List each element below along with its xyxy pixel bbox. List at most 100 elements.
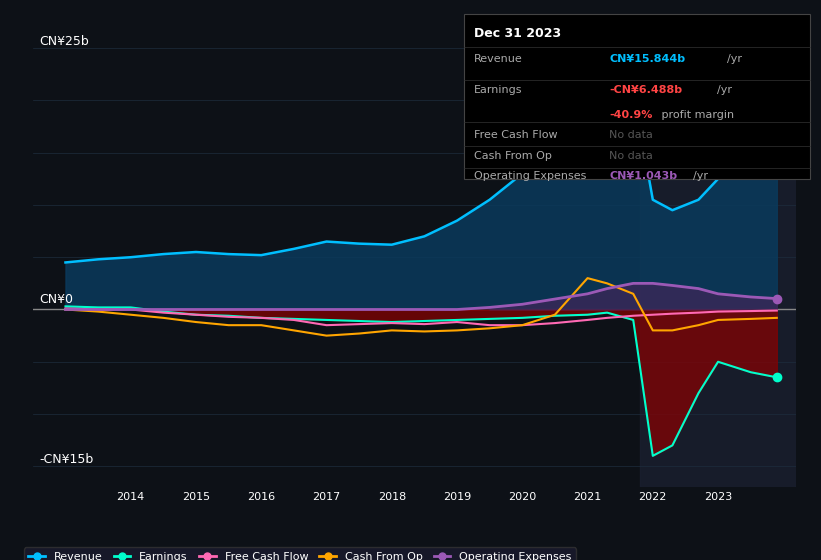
Operating Expenses <box>387 306 397 313</box>
Revenue <box>772 141 782 147</box>
Operating Expenses <box>713 291 723 297</box>
Free Cash Flow <box>628 312 638 319</box>
Line: Operating Expenses: Operating Expenses <box>66 283 777 310</box>
Earnings <box>648 452 658 459</box>
Text: Cash From Op: Cash From Op <box>475 151 553 161</box>
Earnings <box>628 316 638 323</box>
Text: -40.9%: -40.9% <box>609 110 653 120</box>
Cash From Op <box>387 327 397 334</box>
Earnings <box>126 304 135 311</box>
Free Cash Flow <box>667 310 677 317</box>
Text: No data: No data <box>609 151 654 161</box>
Free Cash Flow <box>126 306 135 313</box>
Free Cash Flow <box>745 307 755 314</box>
Free Cash Flow <box>354 321 364 328</box>
Operating Expenses <box>452 306 462 313</box>
Text: Dec 31 2023: Dec 31 2023 <box>475 27 562 40</box>
Text: Free Cash Flow: Free Cash Flow <box>475 130 558 139</box>
Revenue <box>602 71 612 78</box>
Free Cash Flow <box>158 309 168 316</box>
Cash From Op <box>713 316 723 323</box>
Free Cash Flow <box>602 315 612 321</box>
Earnings <box>713 358 723 365</box>
Operating Expenses <box>550 296 560 302</box>
Earnings <box>322 316 332 323</box>
Operating Expenses <box>628 280 638 287</box>
Text: Revenue: Revenue <box>475 54 523 64</box>
Cash From Op <box>602 280 612 287</box>
Text: -CN¥15b: -CN¥15b <box>39 453 94 466</box>
Operating Expenses <box>772 295 782 302</box>
Earnings <box>61 303 71 310</box>
Earnings <box>223 312 233 319</box>
Cash From Op <box>583 275 593 282</box>
Operating Expenses <box>126 306 135 313</box>
Text: CN¥0: CN¥0 <box>39 293 73 306</box>
Revenue <box>158 251 168 258</box>
Operating Expenses <box>322 306 332 313</box>
Free Cash Flow <box>452 319 462 325</box>
Earnings <box>602 309 612 316</box>
Bar <box>640 17 796 487</box>
Operating Expenses <box>223 306 233 313</box>
Operating Expenses <box>61 306 71 313</box>
Earnings <box>354 318 364 324</box>
Cash From Op <box>628 291 638 297</box>
Text: -CN¥6.488b: -CN¥6.488b <box>609 85 682 95</box>
Operating Expenses <box>289 306 299 313</box>
Earnings <box>517 315 527 321</box>
Cash From Op <box>93 308 103 315</box>
Earnings <box>158 308 168 315</box>
Text: /yr: /yr <box>727 54 742 64</box>
Operating Expenses <box>256 306 266 313</box>
Revenue <box>322 238 332 245</box>
Free Cash Flow <box>420 321 429 328</box>
Free Cash Flow <box>694 309 704 316</box>
Free Cash Flow <box>772 307 782 314</box>
Text: CN¥1.043b: CN¥1.043b <box>609 171 677 181</box>
Operating Expenses <box>667 282 677 289</box>
Cash From Op <box>256 322 266 329</box>
Cash From Op <box>223 322 233 329</box>
Cash From Op <box>289 327 299 334</box>
Revenue <box>126 254 135 260</box>
Legend: Revenue, Earnings, Free Cash Flow, Cash From Op, Operating Expenses: Revenue, Earnings, Free Cash Flow, Cash … <box>24 548 576 560</box>
Earnings <box>387 319 397 325</box>
Free Cash Flow <box>289 316 299 323</box>
Free Cash Flow <box>191 311 201 318</box>
Revenue <box>354 240 364 247</box>
Text: Earnings: Earnings <box>475 85 523 95</box>
Revenue <box>484 197 494 203</box>
Revenue <box>452 217 462 224</box>
Free Cash Flow <box>256 315 266 321</box>
Earnings <box>550 312 560 319</box>
Revenue <box>420 233 429 240</box>
Cash From Op <box>694 322 704 329</box>
Operating Expenses <box>648 280 658 287</box>
Earnings <box>191 311 201 318</box>
Revenue <box>387 241 397 248</box>
Revenue <box>583 66 593 72</box>
Cash From Op <box>550 311 560 318</box>
Earnings <box>694 390 704 396</box>
Text: CN¥25b: CN¥25b <box>39 35 89 48</box>
Cash From Op <box>126 311 135 318</box>
Revenue <box>191 249 201 255</box>
Cash From Op <box>517 322 527 329</box>
Free Cash Flow <box>484 322 494 329</box>
Operating Expenses <box>694 285 704 292</box>
Free Cash Flow <box>713 308 723 315</box>
Free Cash Flow <box>583 316 593 323</box>
Earnings <box>745 369 755 376</box>
Revenue <box>61 259 71 266</box>
Operating Expenses <box>602 285 612 292</box>
Operating Expenses <box>354 306 364 313</box>
Text: CN¥15.844b: CN¥15.844b <box>609 54 686 64</box>
Operating Expenses <box>158 306 168 313</box>
Revenue <box>256 252 266 259</box>
Earnings <box>289 315 299 322</box>
Revenue <box>517 170 527 177</box>
Cash From Op <box>191 319 201 325</box>
Free Cash Flow <box>223 314 233 320</box>
Line: Revenue: Revenue <box>66 69 777 263</box>
